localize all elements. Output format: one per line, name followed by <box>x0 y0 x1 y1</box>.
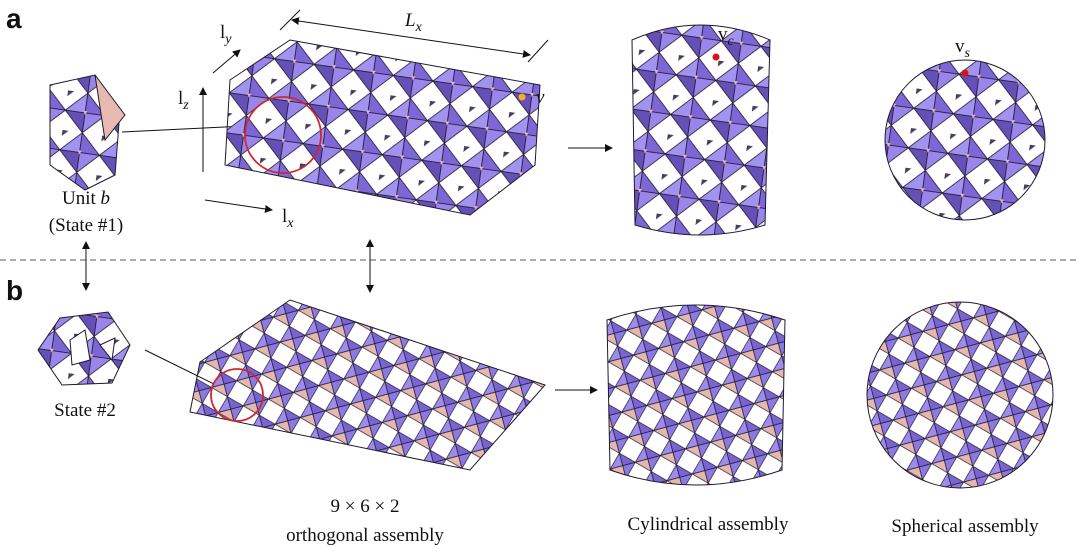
orthogonal-assembly-a <box>225 40 540 215</box>
axis-arrow <box>213 50 240 73</box>
axis-base: L <box>404 10 416 31</box>
vertex-dot <box>962 70 969 77</box>
vertex-sub: c <box>728 34 735 49</box>
unit-symbol: b <box>101 188 111 209</box>
axis-sub: x <box>286 216 294 231</box>
cylinder-b <box>607 305 785 485</box>
axis-sub: y <box>223 32 232 47</box>
panel-label: b <box>6 275 23 306</box>
axis-arrow <box>205 200 272 210</box>
axis-label: lx <box>282 206 294 231</box>
dimension-label: Lx <box>404 10 423 35</box>
caption: orthogonal assembly <box>286 525 444 546</box>
caption: Cylindrical assembly <box>628 514 789 535</box>
unit-state2 <box>38 312 130 385</box>
vertex-label: v <box>536 87 545 108</box>
state-label: (State #1) <box>49 215 123 236</box>
state-label: State #2 <box>54 400 116 421</box>
cylinder-a <box>632 25 770 235</box>
unit-state1 <box>50 75 125 190</box>
vertex-base: v <box>955 36 965 57</box>
figure: a b Unit b (State #1) v ly lz lx Lx vc v… <box>0 0 1080 554</box>
page: {"panels":{"a":"a","b":"b"}, "axes":{"ly… <box>0 0 1080 554</box>
vertex-label: vs <box>955 36 971 61</box>
caption: Spherical assembly <box>891 516 1039 537</box>
axis-label: ly <box>220 22 232 47</box>
unit-name: Unit <box>62 188 97 209</box>
vertex-dot <box>713 54 720 61</box>
dimension-tick <box>280 10 300 30</box>
axis-label: lz <box>178 88 189 113</box>
vertex-sub: s <box>965 46 971 61</box>
orthogonal-assembly-b <box>190 300 545 470</box>
dimension-tick <box>528 40 548 62</box>
caption: 9 × 6 × 2 <box>331 496 400 517</box>
vertex-base: v <box>718 24 728 45</box>
axis-sub: z <box>182 98 189 113</box>
axis-sub: x <box>415 20 423 35</box>
sphere-a <box>885 60 1045 220</box>
sphere-b <box>867 302 1053 488</box>
vertex-dot <box>519 94 526 101</box>
panel-label: a <box>6 3 22 34</box>
unit-label: Unit b <box>62 188 110 209</box>
